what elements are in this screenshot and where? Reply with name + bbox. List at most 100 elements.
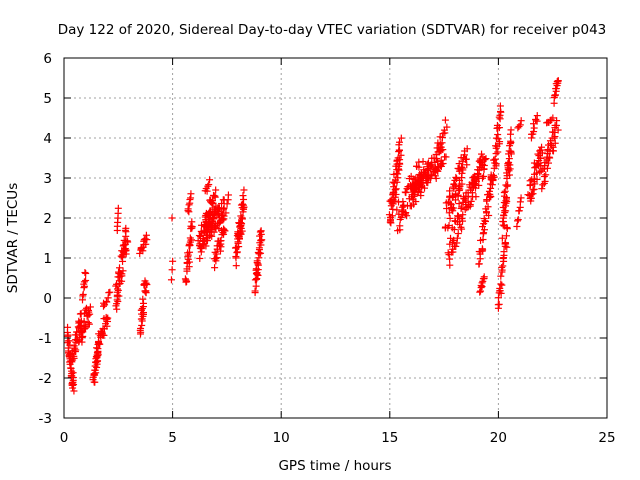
data-point [459, 211, 467, 219]
data-point [530, 124, 538, 132]
data-point [499, 262, 507, 270]
data-point [549, 147, 557, 155]
data-point [103, 298, 111, 306]
data-point [530, 120, 538, 128]
data-point [533, 169, 541, 177]
data-point [417, 192, 425, 200]
data-point [517, 117, 525, 125]
y-axis-label: SDTVAR / TECUs [5, 183, 21, 293]
data-point [82, 269, 90, 277]
data-point [254, 261, 262, 269]
data-point [446, 214, 454, 222]
data-point [185, 201, 193, 209]
data-point [502, 193, 510, 201]
data-point [395, 146, 403, 154]
y-tick-label: 3 [43, 171, 52, 187]
data-point [238, 220, 246, 228]
data-point [453, 239, 461, 247]
data-point [395, 148, 403, 156]
data-point [403, 212, 411, 220]
data-point [463, 145, 471, 153]
data-point [475, 181, 483, 189]
data-point [86, 303, 94, 311]
data-point [122, 246, 130, 254]
data-point [168, 266, 176, 274]
data-point [205, 181, 213, 189]
data-point [124, 238, 132, 246]
data-point [488, 181, 496, 189]
data-point [251, 287, 259, 295]
data-point [467, 197, 475, 205]
data-point [480, 155, 488, 163]
data-point [514, 217, 522, 225]
chart-title: Day 122 of 2020, Sidereal Day-to-day VTE… [58, 22, 607, 38]
plot-frame [63, 57, 608, 419]
data-point [396, 138, 404, 146]
data-points [63, 77, 562, 395]
data-point [457, 223, 465, 231]
x-axis-label: GPS time / hours [278, 458, 391, 474]
data-point [541, 177, 549, 185]
data-point [208, 232, 216, 240]
data-point [533, 112, 541, 120]
data-point [80, 278, 88, 286]
data-point [204, 182, 212, 190]
data-point [479, 236, 487, 244]
data-point [496, 102, 504, 110]
data-point [94, 347, 102, 355]
data-point [232, 262, 240, 270]
data-point [487, 193, 495, 201]
y-tick-label: -3 [39, 411, 52, 427]
data-point [396, 159, 404, 167]
data-point [503, 182, 511, 190]
data-point [533, 175, 541, 183]
data-point [70, 354, 78, 362]
data-point [66, 341, 74, 349]
data-point [421, 184, 429, 192]
data-point [507, 139, 515, 147]
y-tick-label: 4 [43, 131, 52, 147]
data-point [490, 173, 498, 181]
axis-ticks [63, 57, 608, 419]
data-point [497, 108, 505, 116]
data-point [499, 254, 507, 262]
data-point [503, 243, 511, 251]
data-point [448, 205, 456, 213]
data-point [235, 243, 243, 251]
data-point [143, 281, 151, 289]
data-point [532, 116, 540, 124]
data-point [93, 344, 101, 352]
data-point [91, 378, 99, 386]
data-point [96, 340, 104, 348]
data-point [495, 113, 503, 121]
data-point [538, 143, 546, 151]
data-point [447, 200, 455, 208]
data-point [79, 332, 87, 340]
data-point [397, 134, 405, 142]
data-point [72, 346, 80, 354]
data-point [495, 300, 503, 308]
data-point [395, 162, 403, 170]
data-point [431, 172, 439, 180]
data-point [185, 258, 193, 266]
data-point [253, 257, 261, 265]
data-point [143, 236, 151, 244]
data-point [168, 214, 176, 222]
data-point [452, 242, 460, 250]
data-point [439, 160, 447, 168]
data-point [142, 240, 150, 248]
data-point [68, 370, 76, 378]
data-point [516, 198, 524, 206]
data-point [526, 177, 534, 185]
data-point [494, 294, 502, 302]
data-point [516, 121, 524, 129]
data-point [388, 212, 396, 220]
data-point [186, 248, 194, 256]
data-point [93, 351, 101, 359]
data-point [212, 224, 220, 232]
data-point [238, 227, 246, 235]
data-point [482, 217, 490, 225]
data-point [500, 189, 508, 197]
data-point [434, 167, 442, 175]
data-point [84, 319, 92, 327]
